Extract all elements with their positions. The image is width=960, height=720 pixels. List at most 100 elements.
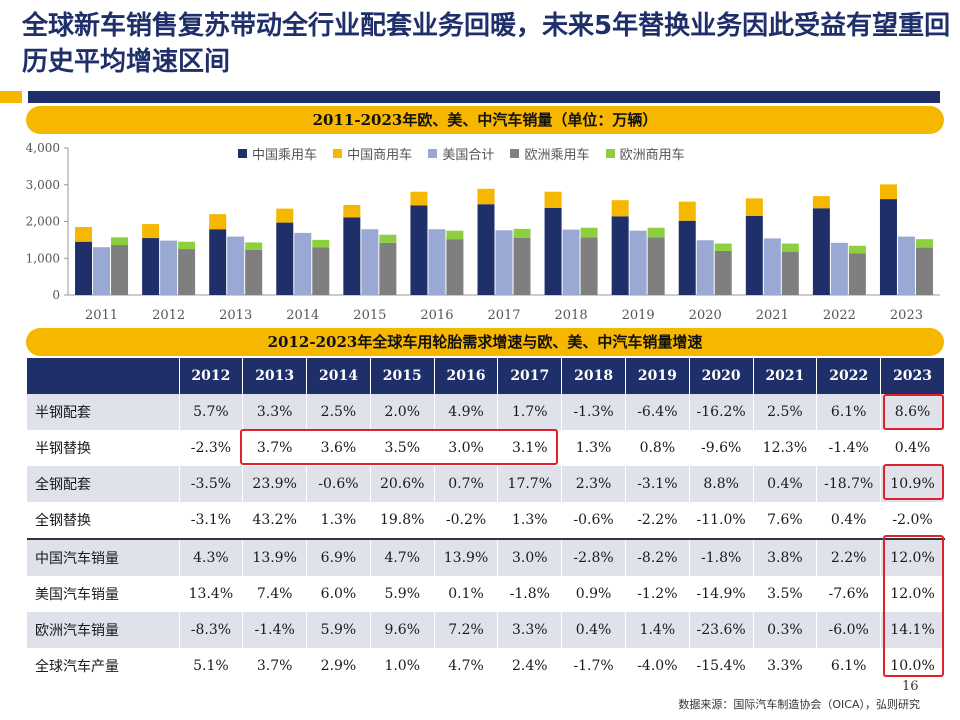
- table-cell: 2.5%: [306, 394, 371, 430]
- table-cell: -1.4%: [242, 612, 308, 648]
- table-cell: -0.2%: [434, 502, 499, 539]
- table-header-year: 2023: [880, 358, 945, 394]
- x-tick-label: 2019: [622, 308, 655, 323]
- table-cell: -0.6%: [561, 502, 626, 539]
- bar-segment: [812, 196, 830, 209]
- table-cell: 1.4%: [625, 612, 690, 648]
- growth-table: 2012 2013 2014 2015 2016 2017 2018 2019 …: [27, 358, 945, 684]
- source-note: 数据来源：国际汽车制造协会（OICA），弘则研究: [678, 698, 920, 711]
- legend-label: 欧洲乘用车: [524, 148, 590, 163]
- chart-legend: 中国乘用车 中国商用车 美国合计 欧洲乘用车 欧洲商用车: [238, 144, 697, 163]
- bar-segment: [428, 229, 446, 295]
- chart-title-banner: 2011-2023年欧、美、中汽车销量（单位：万辆）: [26, 106, 944, 134]
- row-label: 中国汽车销量: [27, 538, 180, 576]
- table-cell: -3.5%: [179, 466, 244, 502]
- bar-segment: [580, 237, 598, 295]
- table-cell: 23.9%: [242, 466, 308, 502]
- table-cell: 12.0%: [880, 576, 945, 612]
- table-header-year: 2012: [179, 358, 244, 394]
- bar-segment: [629, 230, 647, 295]
- table-header-year: 2013: [242, 358, 308, 394]
- table-cell: -1.3%: [561, 394, 626, 430]
- bar-segment: [111, 237, 129, 246]
- table-cell: 7.2%: [434, 612, 499, 648]
- bar-segment: [209, 229, 227, 295]
- table-header-year: 2017: [497, 358, 563, 394]
- table-cell: 3.5%: [753, 576, 818, 612]
- bar-segment: [678, 201, 696, 221]
- highlight-box-2023-quangang: [883, 464, 944, 500]
- bar-segment: [879, 184, 897, 200]
- y-tick-label: 3,000: [26, 178, 60, 192]
- bar-segment: [763, 238, 781, 295]
- table-cell: 6.1%: [816, 648, 882, 684]
- table-cell: -16.2%: [689, 394, 754, 430]
- table-cell: 17.7%: [497, 466, 563, 502]
- table-cell: 3.3%: [497, 612, 563, 648]
- table-header-year: 2014: [306, 358, 371, 394]
- table-cell: 3.3%: [753, 648, 818, 684]
- bar-segment: [111, 245, 129, 295]
- table-cell: -2.0%: [880, 502, 945, 539]
- bar-segment: [343, 204, 361, 218]
- y-tick-label: 0: [52, 288, 60, 302]
- table-cell: 4.3%: [179, 538, 244, 576]
- table-cell: 3.1%: [497, 430, 563, 466]
- table-header-year: 2019: [625, 358, 690, 394]
- x-tick-label: 2021: [756, 308, 789, 323]
- legend-item-cn-commercial: 中国商用车: [333, 144, 412, 163]
- table-body: 半钢配套 5.7% 3.3% 2.5% 2.0% 4.9% 1.7% -1.3% -6.4% -1…: [27, 394, 945, 684]
- table-cell: 5.7%: [179, 394, 244, 430]
- bar-segment: [745, 198, 763, 216]
- row-label: 欧洲汽车销量: [27, 612, 180, 648]
- legend-item-us-total: 美国合计: [428, 144, 494, 163]
- bar-segment: [245, 242, 263, 250]
- bar-segment: [410, 191, 428, 206]
- table-cell: -4.0%: [625, 648, 690, 684]
- bar-segment: [830, 242, 848, 295]
- bar-segment: [848, 245, 866, 254]
- table-cell: 20.6%: [370, 466, 435, 502]
- table-header-year: 2018: [561, 358, 626, 394]
- bar-segment: [312, 247, 330, 295]
- table-cell: 1.3%: [497, 502, 563, 539]
- page-title: 全球新车销售复苏带动全行业配套业务回暖，未来5年替换业务因此受益有望重回历史平均…: [22, 11, 951, 77]
- table-row: 全球汽车产量 5.1% 3.7% 2.9% 1.0% 4.7% 2.4% -1.7% -4.0%…: [27, 648, 945, 684]
- bar-segment: [915, 239, 933, 248]
- table-cell: 0.8%: [625, 430, 690, 466]
- y-tick-label: 2,000: [26, 215, 60, 229]
- table-cell: 3.0%: [434, 430, 499, 466]
- bar-segment: [209, 214, 227, 230]
- highlight-box-2023-peitao: [883, 394, 944, 430]
- table-cell: -8.2%: [625, 538, 690, 576]
- highlight-box-2023-sales: [883, 535, 944, 677]
- table-cell: 1.3%: [306, 502, 371, 539]
- table-cell: 0.4%: [561, 612, 626, 648]
- table-cell: 6.1%: [816, 394, 882, 430]
- bar-segment: [513, 228, 531, 238]
- table-cell: 10.0%: [880, 648, 945, 684]
- table-cell: -2.8%: [561, 538, 626, 576]
- table-cell: 3.8%: [753, 538, 818, 576]
- table-cell: 7.4%: [242, 576, 308, 612]
- table-cell: 1.0%: [370, 648, 435, 684]
- table-cell: -9.6%: [689, 430, 754, 466]
- row-label: 半钢配套: [27, 394, 180, 430]
- bar-segment: [75, 241, 93, 295]
- table-cell: -2.3%: [179, 430, 244, 466]
- bar-segment: [142, 238, 160, 295]
- bar-segment: [714, 243, 732, 251]
- table-cell: 13.9%: [434, 538, 499, 576]
- table-cell: 3.3%: [242, 394, 308, 430]
- table-cell: 1.3%: [561, 430, 626, 466]
- bar-segment: [580, 227, 598, 238]
- bar-segment: [75, 227, 93, 242]
- table-row: 全钢配套 -3.5% 23.9% -0.6% 20.6% 0.7% 17.7% 2.3% -3.…: [27, 466, 945, 502]
- bar-segment: [544, 207, 562, 295]
- table-cell: -1.7%: [561, 648, 626, 684]
- legend-item-cn-passenger: 中国乘用车: [238, 144, 317, 163]
- table-cell: 19.8%: [370, 502, 435, 539]
- legend-swatch: [238, 149, 247, 158]
- table-cell: 2.5%: [753, 394, 818, 430]
- table-cell: 0.1%: [434, 576, 499, 612]
